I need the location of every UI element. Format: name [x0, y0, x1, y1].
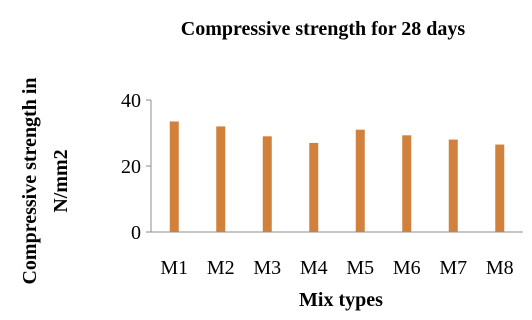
x-tick-label: M5	[346, 257, 374, 279]
bar-m7	[448, 139, 458, 232]
y-tick-label: 0	[131, 222, 141, 244]
bar-m2	[216, 126, 226, 232]
bar-m3	[262, 136, 272, 232]
x-tick-label: M4	[300, 257, 328, 279]
x-tick-label: M6	[393, 257, 421, 279]
y-axis-title-line-2: N/mm2	[50, 149, 72, 212]
y-tick-label: 20	[121, 156, 141, 178]
x-tick-label: M3	[253, 257, 281, 279]
x-axis-title: Mix types	[299, 289, 383, 311]
chart-title: Compressive strength for 28 days	[181, 18, 466, 40]
x-tick-label: M7	[439, 257, 467, 279]
x-tick-label: M1	[160, 257, 188, 279]
bar-m6	[402, 135, 412, 232]
plot-area: 0 20 40 M1 M2 M3 M4 M5 M6 M7 M8	[121, 90, 523, 279]
y-axis-title-line-1: Compressive strength in	[19, 77, 41, 284]
x-tick-label: M8	[486, 257, 514, 279]
bar-m4	[309, 142, 319, 232]
bar-m5	[355, 129, 365, 232]
x-tick-label: M2	[207, 257, 235, 279]
bar-m1	[169, 121, 179, 232]
bar-m8	[495, 144, 505, 232]
y-tick-label: 40	[121, 90, 141, 112]
